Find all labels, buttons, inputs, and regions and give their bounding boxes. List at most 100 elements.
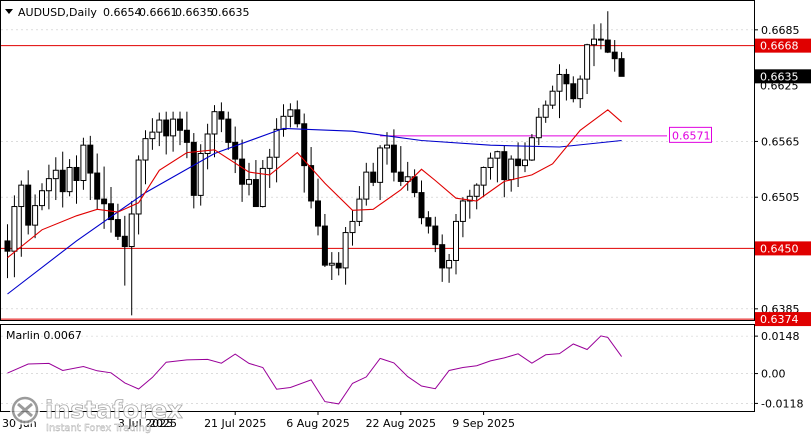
candle-body-bear: [73, 166, 80, 181]
candle-body-bull: [287, 109, 294, 117]
candle-body-bear: [618, 58, 625, 77]
ind-tick-label: 0.0148: [761, 330, 800, 343]
candle-body-bull: [556, 73, 563, 92]
watermark-tagline: Instant Forex Trading: [46, 423, 151, 434]
candle-body-bear: [163, 119, 170, 137]
candle-body-bull: [45, 178, 52, 192]
candle-body-bear: [397, 171, 404, 182]
candle-body-bull: [384, 144, 390, 149]
candle-body-bull: [246, 179, 252, 185]
candle-body-bull: [528, 137, 535, 161]
ohlc-high: 0.6661: [139, 6, 178, 19]
candle-body-bull: [549, 90, 556, 106]
candle-body-bull: [459, 200, 466, 222]
candle-body-bear: [190, 141, 197, 196]
candle-body-bull: [149, 131, 156, 140]
horizontal-levels: [1, 45, 754, 320]
candle-body-bull: [135, 159, 142, 215]
candle-body-bull: [446, 259, 453, 269]
watermark: instaforex Instant Forex Trading: [10, 395, 184, 434]
candle-body-bull: [473, 184, 480, 197]
candle-body-bear: [370, 171, 377, 183]
marlin-line: [7, 335, 623, 405]
candle-body-bull: [363, 171, 370, 200]
candle-body-bull: [342, 232, 349, 269]
candle-body-bull: [66, 166, 73, 193]
x-tick-label: 9 Sep 2025: [452, 417, 515, 430]
candle-body-bull: [170, 118, 177, 137]
candles: [4, 11, 625, 316]
candle-body-bear: [177, 118, 183, 131]
candle-body-bear: [114, 219, 121, 237]
candle-body-bear: [411, 176, 418, 194]
candle-body-bear: [25, 184, 32, 226]
candle-body-bear: [604, 39, 611, 53]
level-tag-bg-2: [755, 312, 811, 327]
moving-averages: [7, 109, 622, 295]
candle-body-bull: [577, 78, 584, 100]
candle-body-bear: [239, 158, 246, 185]
ohlc-open: 0.6654: [103, 6, 142, 19]
candle-body-bull: [377, 147, 384, 183]
candle-body-bull: [211, 111, 218, 135]
candle-body-bear: [252, 179, 259, 208]
candle-body-bear: [425, 217, 432, 227]
candle-body-bull: [52, 169, 59, 180]
candle-body-bear: [232, 141, 239, 160]
candle-body-bull: [328, 262, 335, 266]
price-tag-label-secondary: 0.6625: [760, 80, 799, 93]
candle-body-bull: [266, 156, 273, 169]
candle-body-bear: [611, 51, 618, 60]
marlin-line-group: [7, 335, 623, 405]
candle-body-bear: [439, 244, 446, 269]
candle-body-bull: [535, 116, 542, 139]
candle-body-bull: [11, 206, 18, 252]
chart-header[interactable]: AUDUSD,Daily 0.6654 0.6661 0.6635 0.6635: [5, 6, 250, 19]
price-tag-label-current: 0.6635: [760, 70, 799, 83]
watermark-brand: instaforex: [45, 396, 183, 424]
candle-body-bear: [570, 83, 577, 100]
ma-line-slow: [7, 127, 622, 295]
x-tick-label: 3 Jul 2025: [118, 417, 173, 430]
candle-body-bear: [418, 192, 425, 219]
triangle-down-icon[interactable]: [5, 9, 13, 14]
level-tag-bg-1: [755, 241, 811, 256]
ma-line-fast: [7, 109, 622, 259]
candle-body-bull: [197, 153, 204, 196]
level-tag-label: 0.6450: [760, 242, 799, 255]
indicator-axis: 0.0148 0.00 -0.0118: [754, 330, 803, 410]
candle-body-bull: [404, 176, 411, 182]
candle-body-bear: [321, 225, 328, 266]
candle-body-bear: [390, 144, 397, 173]
level-tag-bg-0: [755, 38, 811, 53]
indicator-panel-frame: [0, 324, 755, 412]
y-tick-label: 0.6685: [761, 24, 800, 37]
candle-body-bear: [87, 144, 94, 174]
target-line-group: 0.6571: [380, 126, 712, 143]
time-axis: 3 Jul 2025 21 Jul 2025 6 Aug 2025 22 Aug 20…: [2, 411, 515, 430]
price-tag-bg-current: [755, 69, 811, 84]
candle-body-bull: [259, 167, 266, 208]
candle-body-bull: [542, 104, 549, 118]
candle-body-bear: [218, 111, 225, 120]
level-tag-label: 0.6668: [760, 40, 799, 53]
candle-body-bear: [563, 73, 570, 85]
candle-body-bear: [308, 165, 315, 202]
candle-body-bull: [39, 190, 45, 207]
x-tick-label: 6 Aug 2025: [286, 417, 349, 430]
candle-body-bull: [591, 38, 597, 46]
candle-body-bull: [466, 195, 473, 202]
level-tag-label: 0.6374: [760, 313, 799, 326]
ohlc-close: 0.6635: [211, 6, 250, 19]
candle-body-bear: [101, 198, 108, 205]
candle-body-bear: [597, 38, 604, 41]
ind-tick-label: -0.0118: [761, 397, 803, 410]
candle-body-bull: [480, 166, 487, 186]
target-label: 0.6571: [672, 129, 711, 142]
indicator-grid: [1, 335, 754, 404]
candle-body-bear: [315, 200, 321, 227]
candle-body-bear: [59, 169, 66, 193]
candle-body-bull: [156, 119, 163, 133]
candle-body-bear: [183, 129, 190, 143]
main-grid: [1, 29, 754, 310]
